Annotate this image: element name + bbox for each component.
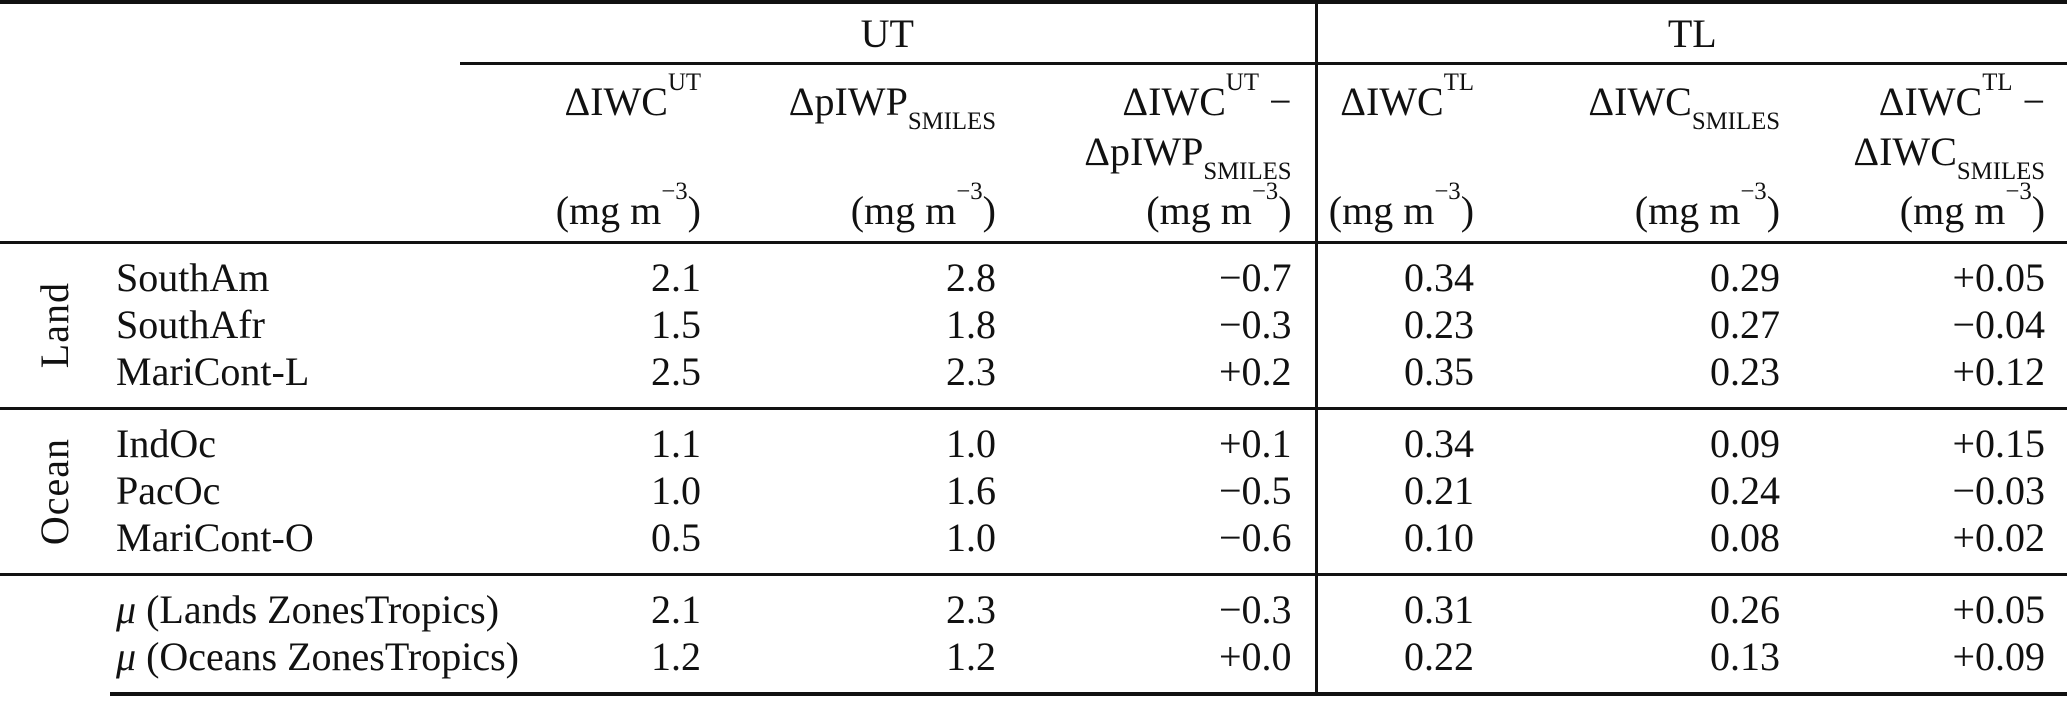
table-row: Ocean IndOc 1.1 1.0 +0.1 0.34 0.09 +0.15 (0, 407, 2067, 575)
column-header-label: ΔIWCTL − ΔIWCSMILES (1853, 68, 2046, 186)
value-cell: −0.03 (1952, 468, 2046, 513)
unit-label: (mg m−3) (1899, 177, 2046, 233)
table-row: Land SouthAm 2.1 2.8 −0.7 0.34 0.29 +0.05 (0, 241, 2067, 409)
value-cell: −0.7 (1000, 241, 1317, 301)
column-header-label: ΔIWCUT (564, 68, 701, 124)
value-cell: +0.09 (1790, 633, 2067, 696)
value-cell: 0.13 (1480, 633, 1791, 696)
value-cell: +0.12 (1952, 349, 2046, 394)
value-cell: 2.8 (705, 241, 1000, 301)
column-header-dpiwp-smiles: ΔpIWPSMILES (mg m−3) (705, 63, 1000, 244)
value-cell: 1.6 (946, 468, 996, 513)
table-row: μ (Lands ZonesTropics) 2.1 2.3 −0.3 0.31 0.26… (0, 573, 2067, 694)
value-cell: +0.15 (1790, 407, 2067, 467)
value-cell: 0.24 (1710, 468, 1781, 513)
unit-label: (mg m−3) (555, 177, 701, 233)
unit-label: (mg m−3) (850, 177, 996, 233)
value-cell: 1.0 (946, 515, 996, 560)
group-label-land: Land (0, 241, 110, 409)
column-header-diwc-tl-minus-diwc-smiles: ΔIWCTL − ΔIWCSMILES (mg m−3) (1790, 63, 2067, 244)
value-cell: +0.05 (1790, 241, 2067, 301)
column-header-diwc-ut-minus-dpiwp: ΔIWCUT − ΔpIWPSMILES (mg m−3) (1000, 63, 1317, 244)
value-cell: 0.09 (1480, 407, 1791, 467)
column-header-label: ΔIWCUT − ΔpIWPSMILES (1084, 68, 1292, 186)
value-cell: 1.0 (651, 468, 701, 513)
value-cell: +0.2 (1218, 349, 1292, 394)
region-label: MariCont-L (116, 349, 310, 394)
value-cell: −0.6 (1218, 515, 1292, 560)
value-cell: +0.02 (1952, 515, 2046, 560)
column-header-diwc-ut: ΔIWCUT (mg m−3) (460, 63, 705, 244)
group-label-ocean: Ocean (0, 407, 110, 575)
value-cell: 2.1 (460, 573, 705, 633)
value-cell: +0.1 (1000, 407, 1317, 467)
group-header-spacer (0, 0, 460, 64)
value-cell: 1.1 (460, 407, 705, 467)
table-row: PacOc 1.0 1.6 −0.5 0.21 0.24 −0.03 (0, 467, 2067, 514)
value-cell: +0.0 (1000, 633, 1317, 696)
column-header-spacer (0, 63, 460, 244)
group-label-text: Land (32, 282, 77, 369)
value-cell: 2.3 (705, 573, 1000, 633)
value-cell: +0.05 (1790, 573, 2067, 633)
value-cell: 1.0 (705, 407, 1000, 467)
value-cell: 0.27 (1710, 302, 1781, 347)
value-cell: −0.04 (1952, 302, 2046, 347)
value-cell: 1.2 (460, 633, 705, 696)
value-cell: 0.21 (1314, 467, 1481, 514)
unit-label: (mg m−3) (1146, 177, 1292, 233)
column-header-diwc-tl: ΔIWCTL (mg m−3) (1314, 63, 1481, 244)
table-row: μ (Oceans ZonesTropics) 1.2 1.2 +0.0 0.22 0.1… (0, 633, 2067, 696)
value-cell: 0.10 (1314, 514, 1481, 575)
value-cell: −0.3 (1218, 302, 1292, 347)
column-header-label: ΔIWCSMILES (1588, 79, 1781, 136)
region-label: IndOc (110, 407, 460, 467)
group-label-empty (0, 573, 110, 694)
region-label: μ (Oceans ZonesTropics) (110, 633, 519, 696)
value-cell: −0.5 (1218, 468, 1292, 513)
value-cell: 0.31 (1314, 573, 1481, 633)
value-cell: 0.35 (1314, 348, 1481, 409)
value-cell: 0.23 (1314, 301, 1481, 348)
region-label: SouthAfr (116, 302, 265, 347)
column-header-row: ΔIWCUT (mg m−3) ΔpIWPSMILES (mg m−3) ΔIW… (0, 63, 2067, 244)
value-cell: 0.29 (1480, 241, 1791, 301)
column-header-label: ΔpIWPSMILES (788, 79, 996, 136)
unit-label: (mg m−3) (1328, 177, 1475, 233)
table-row: MariCont-O 0.5 1.0 −0.6 0.10 0.08 +0.02 (0, 514, 2067, 575)
region-label: PacOc (116, 468, 221, 513)
table-row: MariCont-L 2.5 2.3 +0.2 0.35 0.23 +0.12 (0, 348, 2067, 409)
region-label: μ (Lands ZonesTropics) (110, 573, 499, 633)
value-cell: 1.2 (705, 633, 1000, 696)
unit-label: (mg m−3) (1634, 177, 1781, 233)
value-cell: 0.34 (1314, 407, 1481, 467)
value-cell: 0.23 (1710, 349, 1781, 394)
column-header-diwc-smiles: ΔIWCSMILES (mg m−3) (1480, 63, 1791, 244)
region-label: SouthAm (110, 241, 460, 301)
group-header-ut-label: UT (860, 10, 914, 56)
value-cell: 0.5 (651, 515, 701, 560)
value-cell: 0.26 (1480, 573, 1791, 633)
value-cell: 1.8 (946, 302, 996, 347)
value-cell: 2.5 (651, 349, 701, 394)
value-cell: 0.08 (1710, 515, 1781, 560)
table-row: SouthAfr 1.5 1.8 −0.3 0.23 0.27 −0.04 (0, 301, 2067, 348)
value-cell: −0.3 (1000, 573, 1317, 633)
group-header-ut: UT (460, 0, 1317, 65)
group-header-tl: TL (1314, 0, 2067, 65)
value-cell: 2.3 (946, 349, 996, 394)
value-cell: 0.22 (1314, 633, 1481, 696)
value-cell: 0.34 (1314, 241, 1481, 301)
group-header-tl-label: TL (1667, 10, 1717, 56)
group-header-row: UT TL (0, 0, 2067, 65)
region-label: MariCont-O (116, 515, 314, 560)
value-cell: 2.1 (460, 241, 705, 301)
group-label-text: Ocean (32, 437, 77, 546)
column-header-label: ΔIWCTL (1340, 68, 1475, 124)
table-body: Land SouthAm 2.1 2.8 −0.7 0.34 0.29 +0.05 SouthA… (0, 241, 2067, 696)
value-cell: 1.5 (651, 302, 701, 347)
